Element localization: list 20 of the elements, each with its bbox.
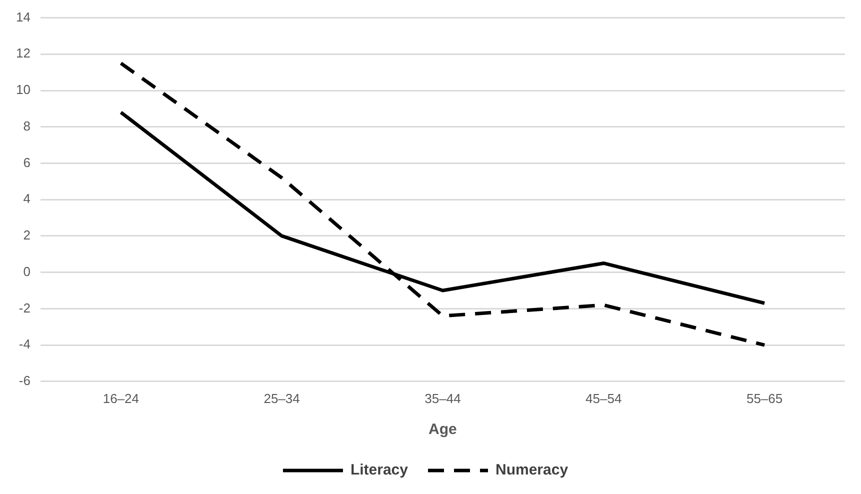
- legend-label: Numeracy: [495, 462, 569, 479]
- y-tick-label: -4: [18, 336, 30, 352]
- x-tick-label: 45–54: [586, 390, 622, 406]
- y-tick-label: 0: [23, 264, 30, 279]
- y-tick-label: -6: [18, 372, 30, 388]
- y-tick-label: 2: [23, 228, 30, 243]
- x-tick-label: 25–34: [264, 390, 300, 406]
- x-axis-title: Age: [428, 421, 457, 438]
- y-tick-label: 6: [23, 154, 30, 170]
- x-tick-label: 35–44: [424, 390, 461, 406]
- legend-label: Literacy: [350, 462, 409, 479]
- x-tick-label: 16–24: [102, 390, 139, 406]
- y-tick-label: -2: [18, 300, 30, 316]
- y-tick-label: 8: [23, 118, 30, 134]
- y-tick-label: 12: [16, 46, 30, 61]
- y-tick-label: 14: [16, 9, 30, 24]
- line-series: [119, 62, 766, 347]
- x-tick-label: 55–65: [746, 390, 783, 406]
- y-tick-label: 4: [23, 191, 30, 206]
- y-tick-label: 10: [16, 82, 30, 98]
